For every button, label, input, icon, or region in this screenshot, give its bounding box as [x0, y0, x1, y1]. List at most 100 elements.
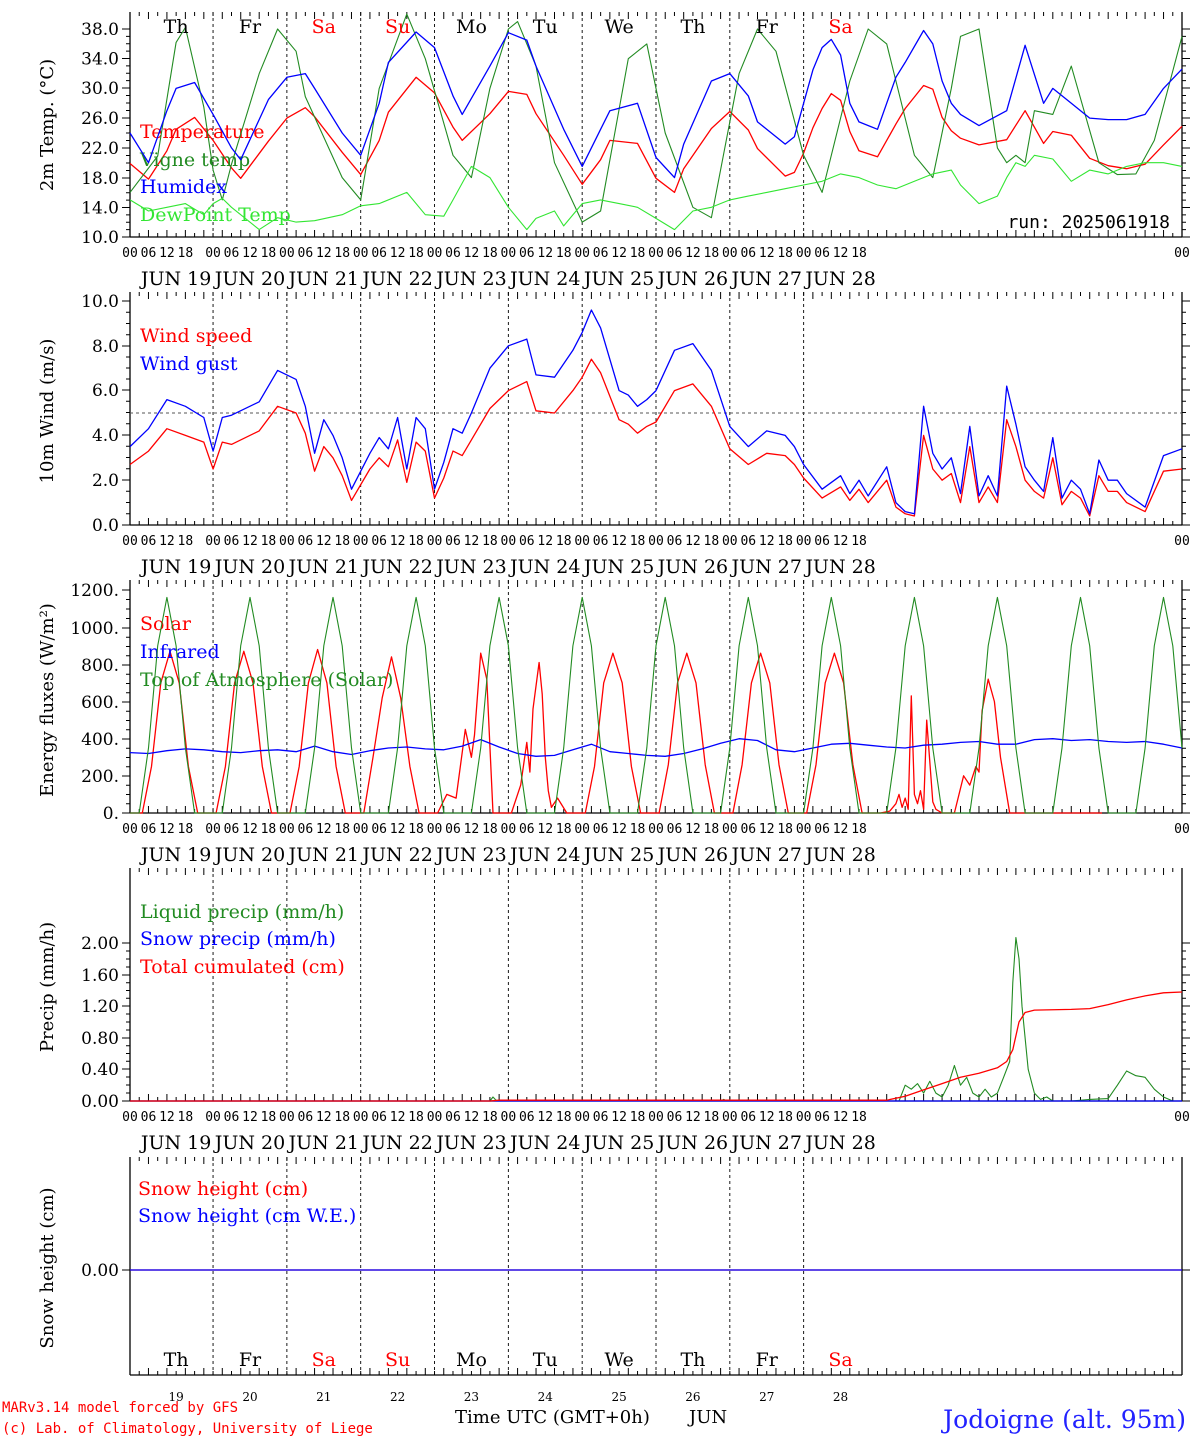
- date-label: JUN 19: [139, 844, 211, 866]
- hour-tick-label: 00: [501, 246, 517, 261]
- date-label: JUN 28: [803, 1132, 875, 1154]
- hour-tick-label: 00: [427, 246, 443, 261]
- hour-tick-label: 06: [298, 822, 314, 837]
- date-label: JUN 23: [434, 556, 506, 578]
- legend-entry: Snow precip (mm/h): [140, 928, 336, 950]
- legend-entry: Infrared: [140, 641, 220, 663]
- hour-tick-label: 18: [178, 822, 194, 837]
- hour-tick-label: 18: [630, 1110, 646, 1125]
- y-tick-label: 38.0: [81, 20, 119, 40]
- y-tick-label: 30.0: [81, 79, 119, 99]
- hour-tick-label: 12: [833, 246, 849, 261]
- hour-tick-label: 06: [141, 246, 157, 261]
- hour-tick-label: 18: [408, 822, 424, 837]
- y-tick-label: 1000.: [70, 619, 119, 639]
- date-label: JUN 24: [508, 556, 580, 578]
- hour-tick-label: 06: [519, 534, 535, 549]
- hour-tick-label: 00: [574, 822, 590, 837]
- hour-tick-label: 00: [722, 1110, 738, 1125]
- hour-tick-label: 18: [630, 246, 646, 261]
- hour-tick-label: 00: [205, 246, 221, 261]
- hour-tick-label: 18: [556, 534, 572, 549]
- hour-tick-label: 12: [685, 1110, 701, 1125]
- hour-tick-label: 12: [242, 246, 258, 261]
- weekday-label: Fr: [756, 16, 779, 38]
- y-tick-label: 1.60: [81, 966, 119, 986]
- hour-tick-label: 18: [408, 1110, 424, 1125]
- hour-tick-label: 12: [537, 534, 553, 549]
- hour-tick-label: 18: [178, 1110, 194, 1125]
- y-tick-label: 18.0: [81, 169, 119, 189]
- hour-tick-label: 18: [556, 822, 572, 837]
- date-label: JUN 21: [287, 268, 359, 290]
- location-label: Jodoigne (alt. 95m): [940, 1405, 1186, 1434]
- series-line: [129, 738, 1183, 757]
- hour-tick-label: 06: [667, 822, 683, 837]
- hour-tick-label: 06: [141, 534, 157, 549]
- weekday-label: Sa: [312, 1349, 336, 1371]
- hour-tick-label: 00: [353, 246, 369, 261]
- series-line: [129, 13, 1183, 223]
- hour-tick-label: 06: [814, 534, 830, 549]
- hour-tick-label: 06: [593, 1110, 609, 1125]
- y-tick-label: 10.0: [81, 292, 119, 312]
- y-axis-label: Snow height (cm): [37, 1187, 58, 1348]
- hour-tick-label: 06: [224, 534, 240, 549]
- date-label: JUN 24: [508, 268, 580, 290]
- legend-entry: Solar: [140, 613, 192, 635]
- hour-tick-label: 06: [141, 822, 157, 837]
- hour-tick-label: 18: [851, 534, 867, 549]
- hour-tick-label: 00: [122, 246, 138, 261]
- hour-tick-label: 12: [537, 246, 553, 261]
- date-label: JUN 28: [803, 844, 875, 866]
- y-axis-label: Energy fluxes (W/m²): [37, 603, 58, 797]
- hour-tick-label: 00: [427, 534, 443, 549]
- hour-tick-label: 06: [519, 246, 535, 261]
- weekday-label: Sa: [828, 1349, 852, 1371]
- hour-tick-label: 18: [704, 822, 720, 837]
- hour-tick-label: 06: [224, 1110, 240, 1125]
- weekday-label: Mo: [456, 1349, 487, 1371]
- date-label: JUN 23: [434, 1132, 506, 1154]
- y-tick-label: 200.: [81, 767, 119, 787]
- hour-tick-label: 12: [390, 822, 406, 837]
- hour-tick-label: 00: [574, 534, 590, 549]
- weekday-label: Tu: [533, 1349, 558, 1371]
- hour-tick-label: 00: [722, 246, 738, 261]
- hour-tick-label: 18: [851, 1110, 867, 1125]
- hour-tick-label: 12: [159, 246, 175, 261]
- hour-tick-label: 12: [537, 822, 553, 837]
- hour-tick-label: 06: [519, 1110, 535, 1125]
- series-line: [130, 596, 1183, 814]
- date-label: JUN 19: [139, 556, 211, 578]
- date-label: JUN 19: [139, 1132, 211, 1154]
- hour-tick-label: 06: [445, 822, 461, 837]
- y-tick-label: 8.0: [92, 337, 119, 357]
- date-label: JUN 24: [508, 1132, 580, 1154]
- hour-tick-label: 18: [704, 246, 720, 261]
- hour-tick-label: 06: [224, 246, 240, 261]
- date-label: JUN 27: [729, 556, 801, 578]
- date-label: JUN 26: [656, 1132, 728, 1154]
- date-label: JUN 25: [582, 1132, 654, 1154]
- legend-entry: Total cumulated (cm): [140, 956, 345, 978]
- day-number-label: 22: [390, 1390, 405, 1404]
- date-label: JUN 26: [656, 268, 728, 290]
- series-line: [129, 76, 1183, 194]
- hour-tick-label: 00: [205, 822, 221, 837]
- y-axis-label: 2m Temp. (°C): [37, 59, 58, 191]
- hour-tick-label: 00: [648, 534, 664, 549]
- hour-tick-label: 00: [648, 1110, 664, 1125]
- legend-entry: Temperature: [140, 121, 264, 143]
- hour-tick-label: 12: [611, 1110, 627, 1125]
- hour-tick-label: 06: [371, 1110, 387, 1125]
- hour-tick-label: 18: [261, 822, 277, 837]
- hour-tick-label: 06: [814, 822, 830, 837]
- hour-tick-label: 12: [759, 1110, 775, 1125]
- hour-tick-label: 00: [574, 246, 590, 261]
- legend-entry: Liquid precip (mm/h): [140, 901, 344, 923]
- hour-tick-label: 18: [482, 246, 498, 261]
- hour-tick-label: 12: [316, 246, 332, 261]
- y-tick-label: 400.: [81, 730, 119, 750]
